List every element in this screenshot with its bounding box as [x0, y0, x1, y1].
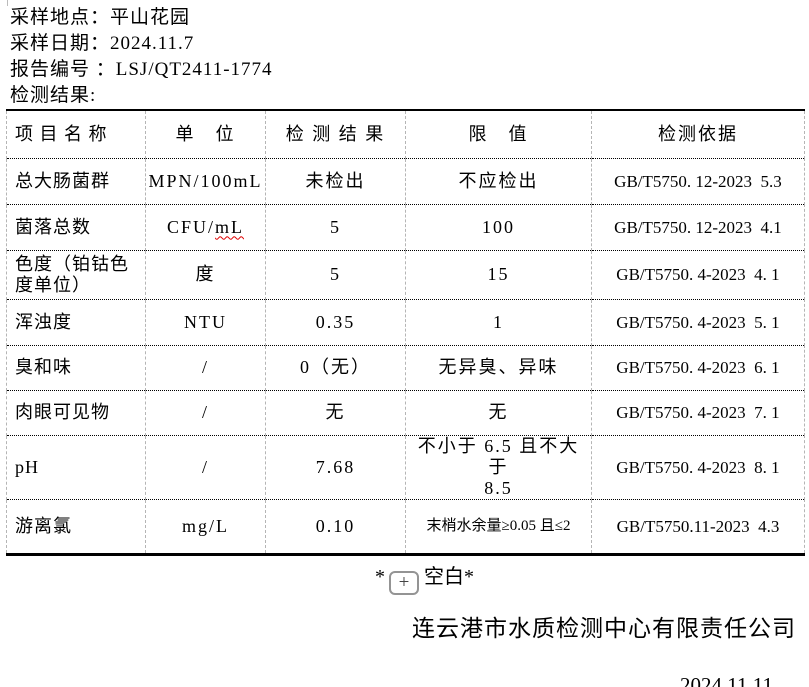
- item-basis: GB/T5750. 4-2023 5. 1: [591, 299, 805, 346]
- results-table: 项 目 名 称 单 位 检 测 结 果 限 值 检测依据 总大肠菌群 MPN/1…: [6, 109, 805, 556]
- col-header-unit: 单 位: [145, 110, 266, 159]
- item-basis: GB/T5750. 4-2023 6. 1: [591, 345, 805, 391]
- item-unit: 度: [145, 250, 266, 300]
- item-unit: CFU/mL: [145, 204, 266, 251]
- table-row: 臭和味 / 0（无） 无异臭、异味 GB/T5750. 4-2023 6. 1: [6, 345, 805, 391]
- col-header-item: 项 目 名 称: [6, 110, 146, 159]
- item-name: 色度（铂钴色度单位）: [6, 250, 146, 300]
- blank-label: 空白*: [424, 565, 474, 588]
- item-result: 5: [265, 204, 406, 251]
- report-header: 采样地点：平山花园 采样日期：2024.11.7 报告编号 ：LSJ/QT241…: [0, 0, 809, 109]
- item-limit: 不小于 6.5 且不大于 8.5: [405, 435, 592, 500]
- item-limit: 15: [405, 250, 592, 300]
- col-header-limit: 限 值: [405, 110, 592, 159]
- expand-plus-button[interactable]: +: [389, 570, 419, 595]
- plus-icon: +: [398, 571, 410, 593]
- item-name: 浑浊度: [6, 299, 146, 346]
- table-header-row: 项 目 名 称 单 位 检 测 结 果 限 值 检测依据: [6, 110, 805, 159]
- col-header-basis: 检测依据: [591, 110, 805, 159]
- item-basis: GB/T5750. 12-2023 5.3: [591, 158, 805, 205]
- item-limit: 无: [405, 390, 592, 436]
- item-unit: /: [145, 435, 266, 500]
- table-row: pH / 7.68 不小于 6.5 且不大于 8.5 GB/T5750. 4-2…: [6, 435, 805, 500]
- item-name: 菌落总数: [6, 204, 146, 251]
- report-number-line: 报告编号 ：LSJ/QT2411-1774: [10, 59, 273, 80]
- item-limit: 1: [405, 299, 592, 346]
- sample-date-line: 采样日期：2024.11.7: [10, 33, 195, 54]
- unit-text: CFU/: [166, 216, 216, 237]
- item-basis: GB/T5750. 4-2023 7. 1: [591, 390, 805, 436]
- limit-line-2: 8.5: [484, 477, 513, 498]
- table-row: 肉眼可见物 / 无 无 GB/T5750. 4-2023 7. 1: [6, 390, 805, 436]
- limit-line-1: 不小于 6.5 且不大于: [417, 435, 580, 477]
- item-result: 0.35: [265, 299, 406, 346]
- item-unit: MPN/100mL: [145, 158, 266, 205]
- item-unit: mg/L: [145, 499, 266, 554]
- table-row: 菌落总数 CFU/mL 5 100 GB/T5750. 12-2023 4.1: [6, 204, 805, 251]
- item-unit: /: [145, 390, 266, 436]
- item-name: pH: [6, 435, 146, 500]
- asterisk-left: *: [375, 565, 385, 588]
- company-name: 连云港市水质检测中心有限责任公司: [412, 615, 796, 641]
- item-limit: 100: [405, 204, 592, 251]
- table-row: 浑浊度 NTU 0.35 1 GB/T5750. 4-2023 5. 1: [6, 299, 805, 346]
- item-result: 0.10: [265, 499, 406, 554]
- item-result: 0（无）: [265, 345, 406, 391]
- item-basis: GB/T5750. 12-2023 4.1: [591, 204, 805, 251]
- item-limit: 末梢水余量≥0.05 且≤2: [405, 499, 592, 554]
- item-name: 游离氯: [6, 499, 146, 554]
- item-basis: GB/T5750. 4-2023 4. 1: [591, 250, 805, 300]
- item-unit: /: [145, 345, 266, 391]
- item-basis: GB/T5750.11-2023 4.3: [591, 499, 805, 554]
- table-row: 游离氯 mg/L 0.10 末梢水余量≥0.05 且≤2 GB/T5750.11…: [6, 499, 805, 554]
- item-limit: 无异臭、异味: [405, 345, 592, 391]
- col-header-result: 检 测 结 果: [265, 110, 406, 159]
- item-limit: 不应检出: [405, 158, 592, 205]
- item-basis: GB/T5750. 4-2023 8. 1: [591, 435, 805, 500]
- item-unit: NTU: [145, 299, 266, 346]
- item-result: 未检出: [265, 158, 406, 205]
- table-row: 总大肠菌群 MPN/100mL 未检出 不应检出 GB/T5750. 12-20…: [6, 158, 805, 205]
- item-name: 总大肠菌群: [6, 158, 146, 205]
- report-date: 2024.11.11: [680, 672, 773, 687]
- item-result: 无: [265, 390, 406, 436]
- results-label-line: 检测结果:: [10, 85, 97, 106]
- item-result: 7.68: [265, 435, 406, 500]
- unit-text-misspelled: mL: [215, 216, 245, 237]
- item-name: 肉眼可见物: [6, 390, 146, 436]
- blank-section-marker: * + 空白*: [0, 562, 809, 595]
- sample-location-line: 采样地点：平山花园: [10, 7, 191, 28]
- stray-gridline-mark: [7, 0, 8, 6]
- item-name: 臭和味: [6, 345, 146, 391]
- item-result: 5: [265, 250, 406, 300]
- table-row: 色度（铂钴色度单位） 度 5 15 GB/T5750. 4-2023 4. 1: [6, 250, 805, 300]
